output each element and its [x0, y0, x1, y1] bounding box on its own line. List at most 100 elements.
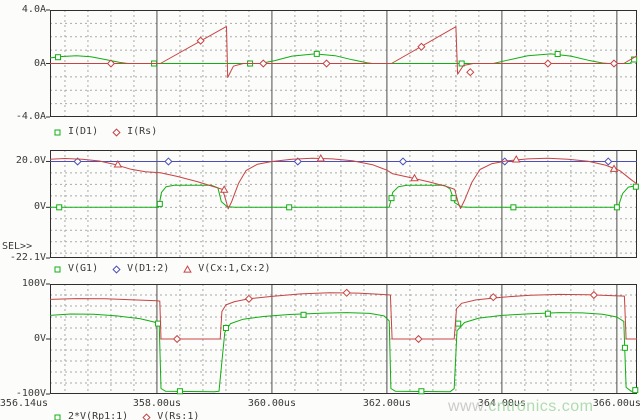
trace-I(D1): [49, 53, 638, 64]
diamond-marker: [172, 334, 182, 344]
diamond-marker: [142, 412, 151, 420]
legend-label[interactable]: V(Cx:1,Cx:2): [198, 263, 271, 274]
square-marker: [286, 204, 293, 211]
triangle-marker: [113, 160, 123, 168]
diamond-marker: [112, 264, 121, 274]
x-tick-label: 364.00us: [477, 398, 526, 409]
square-marker: [632, 387, 639, 394]
square-marker: [613, 204, 620, 211]
diamond-marker: [604, 157, 613, 166]
legend-item-V(G1)[interactable]: V(G1): [53, 263, 98, 275]
legend-label[interactable]: 2*V(Rp1:1): [68, 411, 129, 420]
diamond-marker: [489, 293, 498, 302]
y-tick-label: -4.0A: [15, 111, 46, 122]
y-tick-label: -22.1V: [9, 252, 46, 263]
square-marker: [450, 195, 457, 202]
diamond-marker: [259, 59, 268, 68]
square-marker: [388, 195, 395, 202]
voltage-plot[interactable]: [46, 150, 639, 259]
triangle-marker: [512, 154, 521, 163]
square-marker: [544, 310, 551, 317]
diamond-marker: [543, 59, 552, 68]
trace-V(G1): [50, 184, 638, 208]
plot-frame: [50, 284, 637, 394]
square-marker: [54, 414, 61, 420]
diamond-marker: [73, 157, 82, 166]
square-marker: [458, 60, 465, 67]
legend-item-V(Rs:1)[interactable]: V(Rs:1): [142, 411, 199, 420]
diamond-marker: [164, 157, 173, 166]
square-marker: [222, 325, 229, 331]
diamond-marker: [466, 68, 475, 77]
trace-V(Cx:1,Cx:2): [49, 157, 638, 210]
x-tick-label: 356.14us: [0, 398, 49, 409]
trace-I(Rs): [50, 26, 638, 78]
y-tick-label: 100V: [21, 278, 46, 289]
square-marker: [156, 200, 163, 207]
legend-item-V(D1:2)[interactable]: V(D1:2): [112, 263, 169, 275]
square-marker: [621, 344, 628, 351]
watermark-prefix: www.: [448, 398, 489, 415]
diamond-marker: [342, 288, 351, 297]
legend-item-I(D1)[interactable]: I(D1): [53, 126, 98, 138]
legend-item-I(Rs)[interactable]: I(Rs): [112, 126, 157, 138]
diamond-marker: [196, 36, 205, 45]
trace-V(Rs:1): [49, 292, 637, 340]
square-marker: [300, 311, 307, 318]
triangle-marker: [219, 185, 229, 193]
watermark: www.cntronics.com: [448, 398, 593, 416]
y-tick-label: -100V: [15, 388, 46, 399]
output-plot[interactable]: [46, 283, 639, 395]
x-tick-label: 362.00us: [362, 398, 411, 409]
square-marker: [176, 388, 183, 395]
diamond-marker: [414, 334, 423, 344]
x-tick-label: 360.00us: [247, 398, 296, 409]
square-marker: [455, 320, 462, 327]
y-tick-label: 4.0A: [21, 4, 46, 15]
watermark-text: cntronics.com: [488, 398, 594, 415]
y-tick-label: 20.0V: [15, 155, 46, 167]
legend-label[interactable]: V(D1:2): [127, 263, 170, 274]
diamond-marker: [609, 59, 619, 68]
y-tick-label: 0V: [33, 333, 46, 344]
diamond-marker: [417, 42, 426, 51]
triangle-marker: [316, 153, 326, 162]
diamond-marker: [322, 59, 331, 68]
diamond-marker: [589, 290, 598, 300]
square-marker: [510, 204, 517, 211]
diamond-marker: [398, 157, 408, 166]
legend-item-2*V(Rp1:1)[interactable]: 2*V(Rp1:1): [53, 411, 128, 420]
legend-label[interactable]: I(Rs): [127, 126, 158, 137]
legend-label[interactable]: V(G1): [68, 263, 99, 274]
square-marker: [632, 183, 639, 190]
diamond-marker: [106, 59, 116, 68]
square-marker: [554, 51, 561, 58]
square-marker: [56, 204, 63, 211]
diamond-marker: [293, 157, 302, 166]
y-tick-label: 0V: [33, 201, 46, 213]
legend-current-plot: I(D1) I(Rs): [53, 126, 171, 138]
square-marker: [54, 129, 61, 135]
square-marker: [54, 266, 61, 272]
x-tick-label: 358.00us: [132, 398, 181, 409]
diamond-marker: [244, 294, 254, 303]
square-marker: [55, 54, 62, 61]
trace-2*V(Rp1:1): [49, 312, 637, 393]
legend-label[interactable]: V(Rs:1): [157, 411, 200, 420]
triangle-marker: [609, 164, 619, 172]
square-marker: [155, 320, 162, 327]
legend-output-plot: 2*V(Rp1:1) V(Rs:1): [53, 411, 213, 420]
triangle-marker: [183, 264, 193, 273]
x-tick-label: 366.00us: [592, 398, 640, 409]
sel-indicator: SEL>>: [2, 241, 33, 252]
current-plot[interactable]: [46, 9, 638, 118]
square-marker: [418, 388, 425, 395]
square-marker: [313, 50, 320, 57]
triangle-marker: [410, 173, 419, 182]
legend-label[interactable]: I(D1): [68, 126, 99, 137]
y-tick-label: 0A: [33, 57, 46, 69]
diamond-marker: [112, 127, 121, 137]
legend-voltage-plot: V(G1) V(D1:2) V(Cx:1,Cx:2): [53, 263, 285, 275]
legend-item-V(Cx:1,Cx:2)[interactable]: V(Cx:1,Cx:2): [183, 263, 271, 275]
